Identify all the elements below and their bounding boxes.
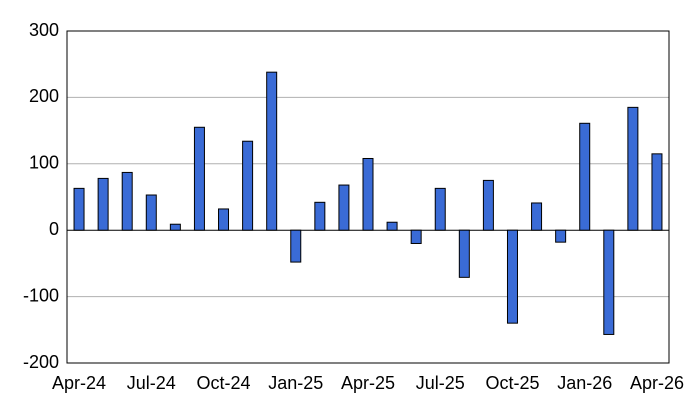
y-tick-label: -100 xyxy=(23,285,59,305)
bar xyxy=(338,184,350,231)
x-tick-label: Apr-25 xyxy=(341,373,395,393)
bar xyxy=(410,229,422,244)
x-tick-label: Oct-25 xyxy=(485,373,539,393)
bar xyxy=(266,71,278,231)
bar xyxy=(193,126,205,231)
bars xyxy=(73,71,663,335)
bar xyxy=(434,187,446,231)
bar xyxy=(290,229,302,263)
bar xyxy=(651,153,663,231)
bar xyxy=(627,106,639,231)
bar xyxy=(579,122,591,231)
bar xyxy=(218,208,230,231)
y-tick-label: 100 xyxy=(29,153,59,173)
bar xyxy=(242,140,254,231)
y-tick-label: 300 xyxy=(29,20,59,40)
x-tick-label: Jul-25 xyxy=(416,373,465,393)
bar xyxy=(603,229,615,335)
bar xyxy=(386,221,398,231)
bar xyxy=(482,179,494,231)
bar xyxy=(458,229,470,278)
bar xyxy=(555,229,567,243)
x-tick-label: Oct-24 xyxy=(197,373,251,393)
bar xyxy=(97,177,109,231)
y-tick-label: 0 xyxy=(49,219,59,239)
plot-frame xyxy=(66,30,670,364)
x-tick-label: Jan-26 xyxy=(557,373,612,393)
x-tick-label: Apr-26 xyxy=(630,373,684,393)
labels: -200 -100 0 100 200 300 Apr-24 Jul-24 Oct-24 Jan-… xyxy=(23,20,684,393)
bar xyxy=(73,187,85,231)
bar xyxy=(169,223,181,231)
bar xyxy=(145,194,157,231)
bar xyxy=(506,229,518,324)
x-tick-label: Apr-24 xyxy=(52,373,106,393)
x-tick-label: Jan-25 xyxy=(268,373,323,393)
x-tick-label: Jul-24 xyxy=(127,373,176,393)
y-tick-label: 200 xyxy=(29,86,59,106)
y-tick-label: -200 xyxy=(23,352,59,372)
bar xyxy=(531,202,543,231)
bar xyxy=(314,201,326,231)
bar xyxy=(362,157,374,231)
bar xyxy=(121,171,133,231)
